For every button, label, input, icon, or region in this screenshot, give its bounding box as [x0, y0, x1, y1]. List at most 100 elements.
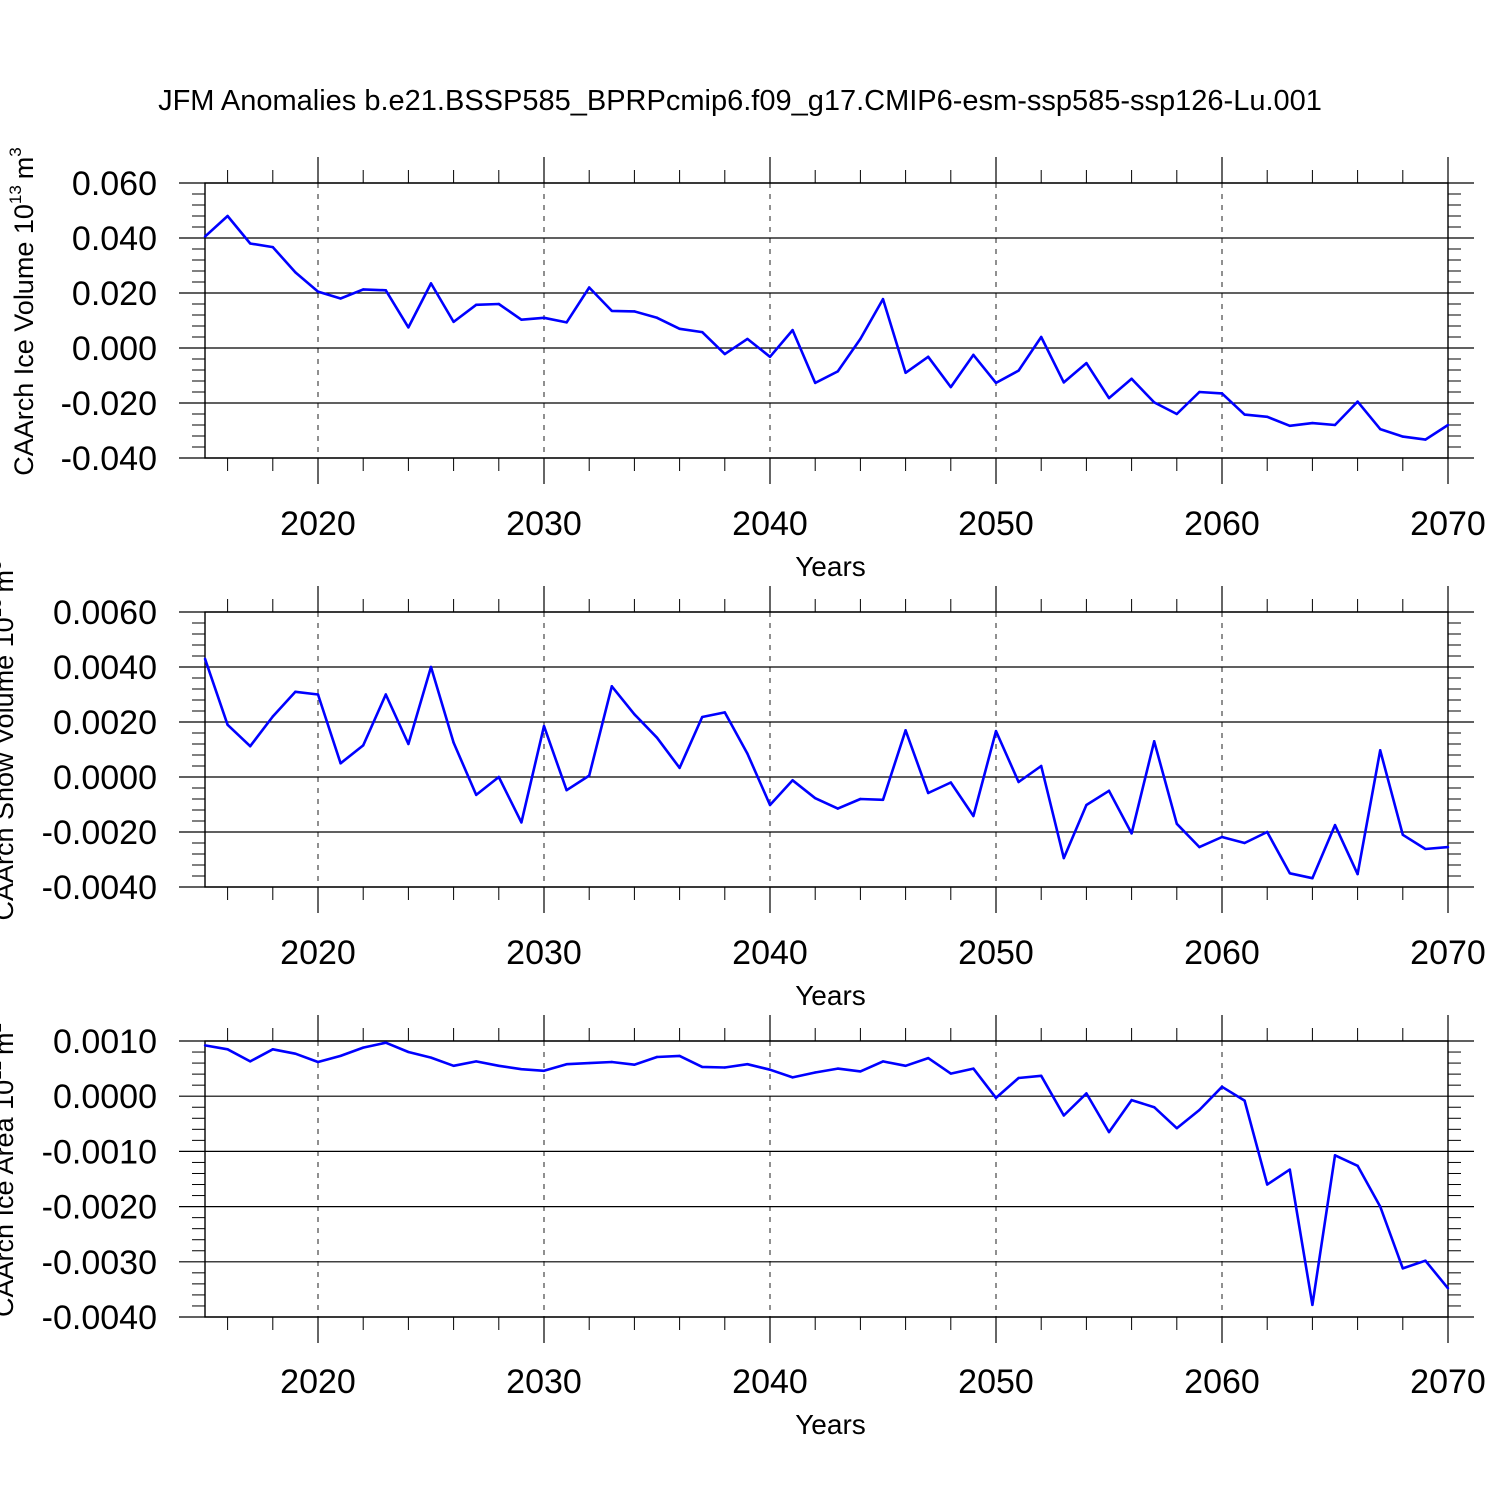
data-point: [701, 715, 704, 719]
data-point: [678, 766, 681, 770]
data-point: [994, 1096, 998, 1100]
data-point: [1017, 369, 1020, 372]
data-point: [1288, 424, 1292, 428]
data-point: [588, 286, 591, 289]
data-point: [678, 327, 681, 330]
y-axis-title-exp: 12: [0, 1061, 5, 1080]
data-point: [542, 316, 546, 319]
data-point: [768, 355, 772, 358]
data-point: [746, 1062, 749, 1066]
data-point: [452, 1064, 455, 1068]
data-point: [814, 381, 817, 385]
data-point: [1446, 423, 1450, 427]
data-point: [565, 321, 568, 324]
data-point: [1266, 830, 1269, 834]
data-point: [1311, 877, 1314, 880]
data-point: [655, 316, 659, 319]
plot-frame: [204, 1040, 1449, 1318]
x-tick-label: 2070: [1410, 505, 1486, 543]
data-point: [429, 1056, 433, 1059]
data-point: [904, 371, 907, 374]
data-point: [1401, 1267, 1405, 1270]
y-tick-label: 0.0060: [53, 594, 157, 632]
x-tick-label: 2070: [1410, 934, 1486, 972]
data-point: [249, 1060, 252, 1063]
y-tick-label: 0.0000: [53, 759, 157, 797]
data-point: [972, 1067, 975, 1070]
data-point: [814, 796, 817, 800]
x-tick-label: 2050: [958, 934, 1034, 972]
data-point: [927, 355, 930, 358]
y-tick-label: 0.000: [72, 330, 157, 368]
data-point: [1220, 392, 1224, 395]
x-tick-label: 2040: [732, 505, 808, 543]
data-point: [949, 781, 952, 784]
y-tick-label: 0.040: [72, 220, 157, 258]
data-point: [542, 724, 546, 728]
data-point: [1175, 1127, 1179, 1130]
y-tick-label: 0.0020: [53, 704, 157, 742]
data-point: [294, 1052, 297, 1055]
chart-title: JFM Anomalies b.e21.BSSP585_BPRPcmip6.f0…: [158, 85, 1322, 117]
data-point: [1130, 832, 1133, 835]
y-tick-label: -0.020: [61, 385, 157, 423]
data-point: [1153, 1106, 1156, 1109]
data-point: [249, 242, 252, 245]
data-point: [814, 1071, 817, 1074]
y-axis-title-exp: 13: [0, 598, 5, 617]
data-point: [1017, 780, 1020, 784]
y-tick-label: -0.0020: [42, 814, 157, 852]
y-tick-label: 0.060: [72, 165, 157, 203]
y-axis-title-main: CAArch Snow Volume 10: [0, 617, 19, 920]
x-tick-label: 2070: [1410, 1363, 1486, 1401]
x-tick-label: 2030: [506, 505, 582, 543]
y-axis-title-main: CAArch Ice Volume 10: [9, 204, 39, 476]
data-point: [881, 297, 885, 301]
data-point: [746, 752, 749, 755]
data-point: [610, 309, 613, 313]
y-tick-label: -0.0030: [42, 1244, 157, 1282]
data-point: [1333, 823, 1337, 827]
data-point: [1356, 872, 1359, 876]
data-point: [1153, 401, 1156, 404]
data-point: [1062, 856, 1066, 860]
y-axis-title-unit-exp: 3: [0, 560, 5, 569]
data-point: [1040, 335, 1043, 339]
y-tick-label: 0.0000: [53, 1078, 157, 1116]
data-point: [1333, 1154, 1337, 1157]
y-axis-title-unit-exp: 2: [0, 1023, 5, 1032]
y-axis-title: CAArch Snow Volume 1013 m3: [0, 560, 19, 920]
data-point: [633, 1063, 636, 1066]
data-point: [972, 814, 975, 818]
data-point: [339, 1054, 342, 1058]
series-line: [203, 658, 1449, 880]
data-point: [452, 741, 455, 744]
data-point: [203, 1044, 207, 1047]
x-tick-label: 2030: [506, 934, 582, 972]
data-point: [271, 1048, 274, 1051]
data-point: [316, 693, 320, 696]
data-point: [1356, 1164, 1359, 1167]
data-point: [1266, 415, 1269, 418]
data-point: [294, 690, 297, 693]
y-tick-label: -0.0020: [42, 1189, 157, 1227]
data-point: [362, 288, 365, 291]
y-axis-title-unit-exp: 3: [6, 147, 25, 156]
data-point: [1288, 1168, 1292, 1171]
data-point: [316, 1060, 320, 1064]
data-point: [633, 310, 636, 313]
data-point: [836, 807, 839, 810]
data-point: [1379, 427, 1382, 431]
data-point: [836, 370, 839, 373]
y-tick-label: 0.0040: [53, 649, 157, 687]
data-point: [520, 1067, 523, 1071]
data-point: [475, 303, 478, 307]
data-point: [1085, 1092, 1088, 1095]
data-point: [746, 337, 749, 341]
data-point: [768, 1068, 772, 1071]
data-point: [633, 713, 636, 716]
data-point: [859, 1070, 862, 1073]
x-tick-label: 2040: [732, 934, 808, 972]
